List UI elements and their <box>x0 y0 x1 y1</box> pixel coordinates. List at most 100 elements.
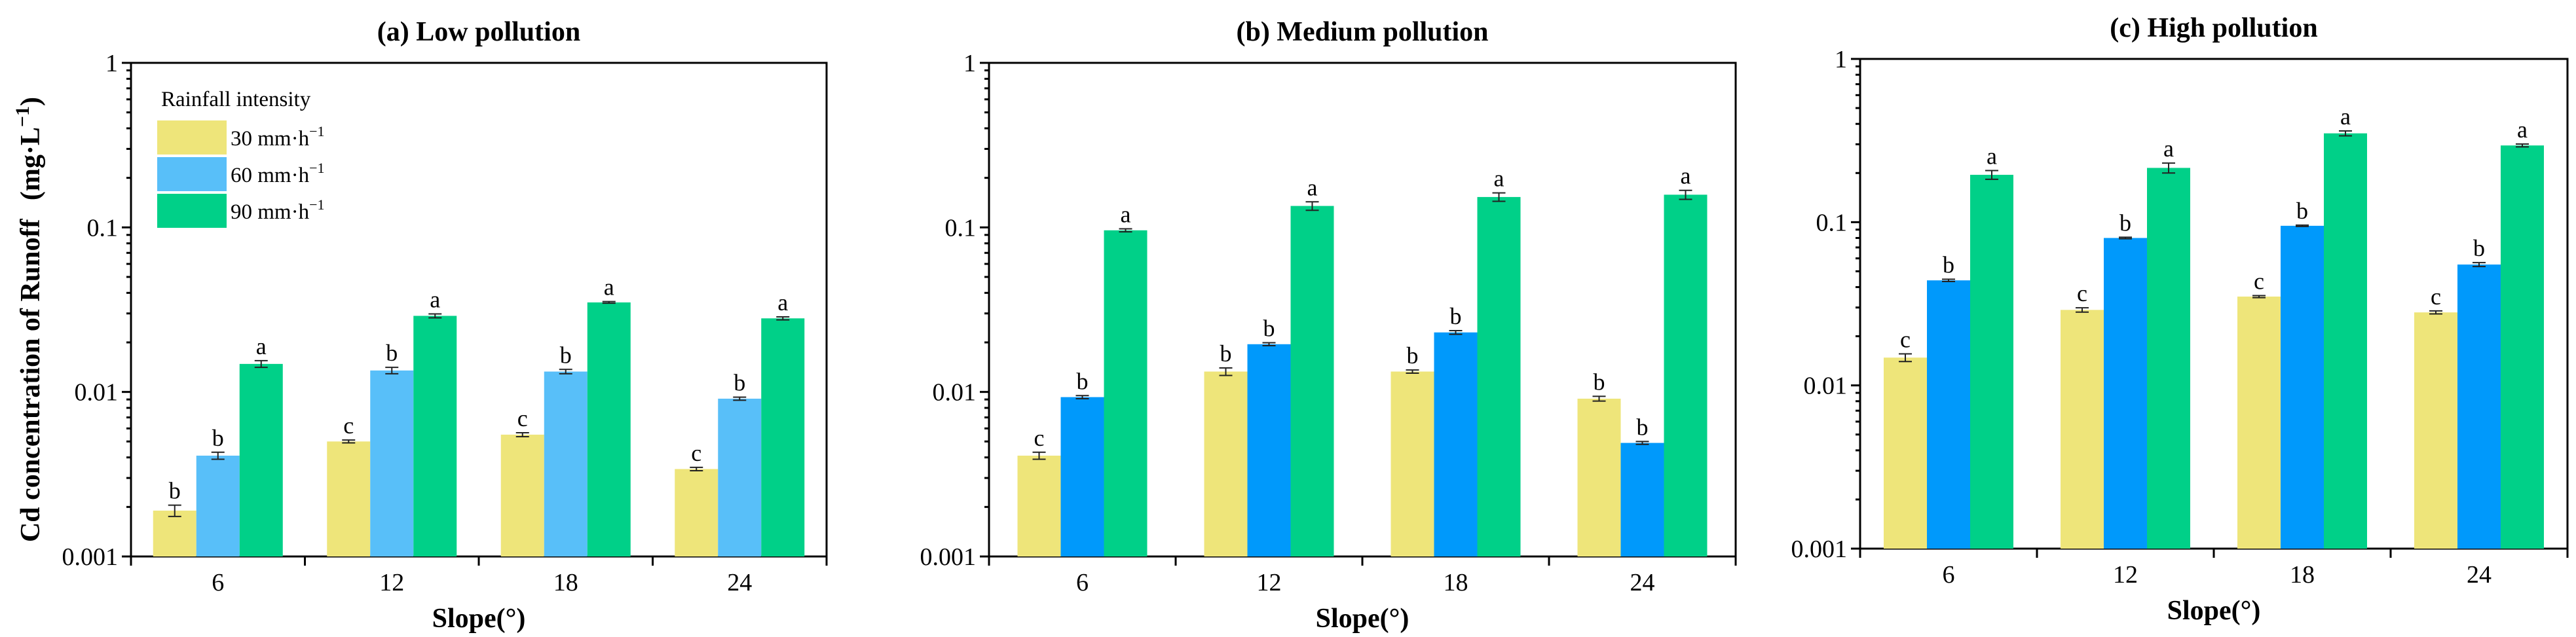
bar <box>2061 310 2104 549</box>
legend-label-90: 90 mm·h−1 <box>231 196 325 224</box>
significance-label: b <box>2119 209 2131 236</box>
x-tick-label: 12 <box>379 569 404 596</box>
bar <box>1204 371 1248 556</box>
bar <box>1927 280 1970 549</box>
significance-label: b <box>1077 368 1089 394</box>
bar <box>1247 344 1291 556</box>
legend-swatch-30 <box>157 120 227 155</box>
bar <box>2457 264 2501 549</box>
y-tick-label: 1 <box>105 50 118 77</box>
significance-label: b <box>560 342 572 368</box>
bar <box>1664 194 1708 556</box>
bar <box>2147 168 2190 549</box>
y-axis-label-unit-sup: −1 <box>12 106 33 127</box>
significance-label: c <box>517 405 528 431</box>
significance-label: a <box>256 333 267 359</box>
bar <box>2501 145 2544 549</box>
x-tick-label: 24 <box>1630 569 1655 596</box>
x-tick-label: 6 <box>1943 561 1955 589</box>
significance-label: a <box>2517 117 2528 143</box>
bar <box>1477 196 1521 557</box>
bar <box>500 434 544 556</box>
significance-label: b <box>1407 342 1419 369</box>
y-tick-label: 0.01 <box>75 379 119 407</box>
x-tick-label: 24 <box>2467 561 2492 589</box>
panel-a: (a) Low pollution 0.001 0.01 0.1 1 6 b b a 12 c b a 1… <box>62 17 828 634</box>
legend-label-30: 30 mm·h−1 <box>231 123 325 151</box>
significance-label: b <box>386 340 398 366</box>
y-axis-label-unit-close: ) <box>16 97 46 106</box>
significance-label: a <box>2163 136 2174 162</box>
y-axis-label: Cd concentration of Runoff (mg·L−1) <box>12 97 46 542</box>
bar <box>196 455 240 556</box>
bar <box>544 371 588 556</box>
y-tick-label: 1 <box>963 50 976 77</box>
bar <box>761 318 805 556</box>
bar <box>153 510 196 556</box>
x-tick-label: 12 <box>1257 569 1282 596</box>
bar <box>2324 133 2367 549</box>
bar <box>239 363 283 556</box>
significance-label: b <box>1594 369 1605 395</box>
y-tick-label: 0.1 <box>87 214 119 242</box>
panel-b: (b) Medium pollution 0.001 0.01 0.1 1 6 c b a 12 b… <box>920 17 1737 634</box>
panels: (a) Low pollution 0.001 0.01 0.1 1 6 b b a 12 c b a 1… <box>62 13 2569 634</box>
x-tick-label: 18 <box>1444 569 1468 596</box>
y-axis-label-unit: (mg·L <box>16 127 46 200</box>
significance-label: b <box>1263 316 1275 342</box>
significance-label: a <box>2340 103 2351 130</box>
significance-label: b <box>169 478 181 504</box>
bar <box>370 370 414 556</box>
bar <box>1970 175 2013 549</box>
bar <box>1104 230 1148 556</box>
significance-label: a <box>604 274 614 300</box>
significance-label: a <box>1121 202 1131 228</box>
panel-title: (b) Medium pollution <box>1236 17 1488 47</box>
x-axis-label: Slope(°) <box>2167 596 2261 626</box>
bar <box>2414 312 2457 549</box>
significance-label: b <box>1637 414 1649 440</box>
significance-label: c <box>2254 268 2264 294</box>
bar <box>327 441 371 556</box>
x-axis-label: Slope(°) <box>1316 604 1409 634</box>
bar <box>1884 357 1927 549</box>
significance-label: c <box>343 412 354 439</box>
bar <box>587 302 631 556</box>
bar <box>2237 297 2281 549</box>
significance-label: c <box>1900 327 1911 353</box>
legend: Rainfall intensity 30 mm·h−1 60 mm·h−1 9… <box>157 88 325 228</box>
panel-title: (c) High pollution <box>2110 13 2317 43</box>
significance-label: c <box>691 440 701 466</box>
y-tick-label: 0.1 <box>945 214 977 242</box>
significance-label: a <box>1681 163 1691 189</box>
significance-label: b <box>2296 198 2308 224</box>
x-tick-label: 6 <box>212 569 224 596</box>
x-tick-label: 18 <box>2290 561 2315 589</box>
legend-label-60: 60 mm·h−1 <box>231 160 325 187</box>
legend-swatch-60 <box>157 157 227 191</box>
bar <box>718 398 762 556</box>
legend-swatch-90 <box>157 194 227 228</box>
x-tick-label: 6 <box>1076 569 1089 596</box>
significance-label: a <box>1494 166 1504 192</box>
significance-label: b <box>2473 235 2485 261</box>
bar <box>1620 443 1664 556</box>
y-tick-label: 0.001 <box>1791 536 1848 563</box>
bar <box>2281 225 2324 549</box>
bar <box>1017 455 1061 556</box>
significance-label: b <box>1943 252 1954 278</box>
bar <box>1290 206 1334 556</box>
significance-label: b <box>734 370 745 396</box>
significance-label: a <box>1307 174 1318 200</box>
significance-label: b <box>1220 340 1232 367</box>
y-tick-label: 0.01 <box>1804 373 1848 400</box>
y-tick-label: 0.1 <box>1816 209 1848 236</box>
bar <box>675 469 719 556</box>
bar <box>1060 397 1104 556</box>
bar <box>1577 398 1621 556</box>
legend-title: Rainfall intensity <box>161 88 311 111</box>
bar <box>2104 238 2147 549</box>
significance-label: b <box>1450 303 1462 329</box>
y-tick-label: 0.001 <box>920 543 977 571</box>
